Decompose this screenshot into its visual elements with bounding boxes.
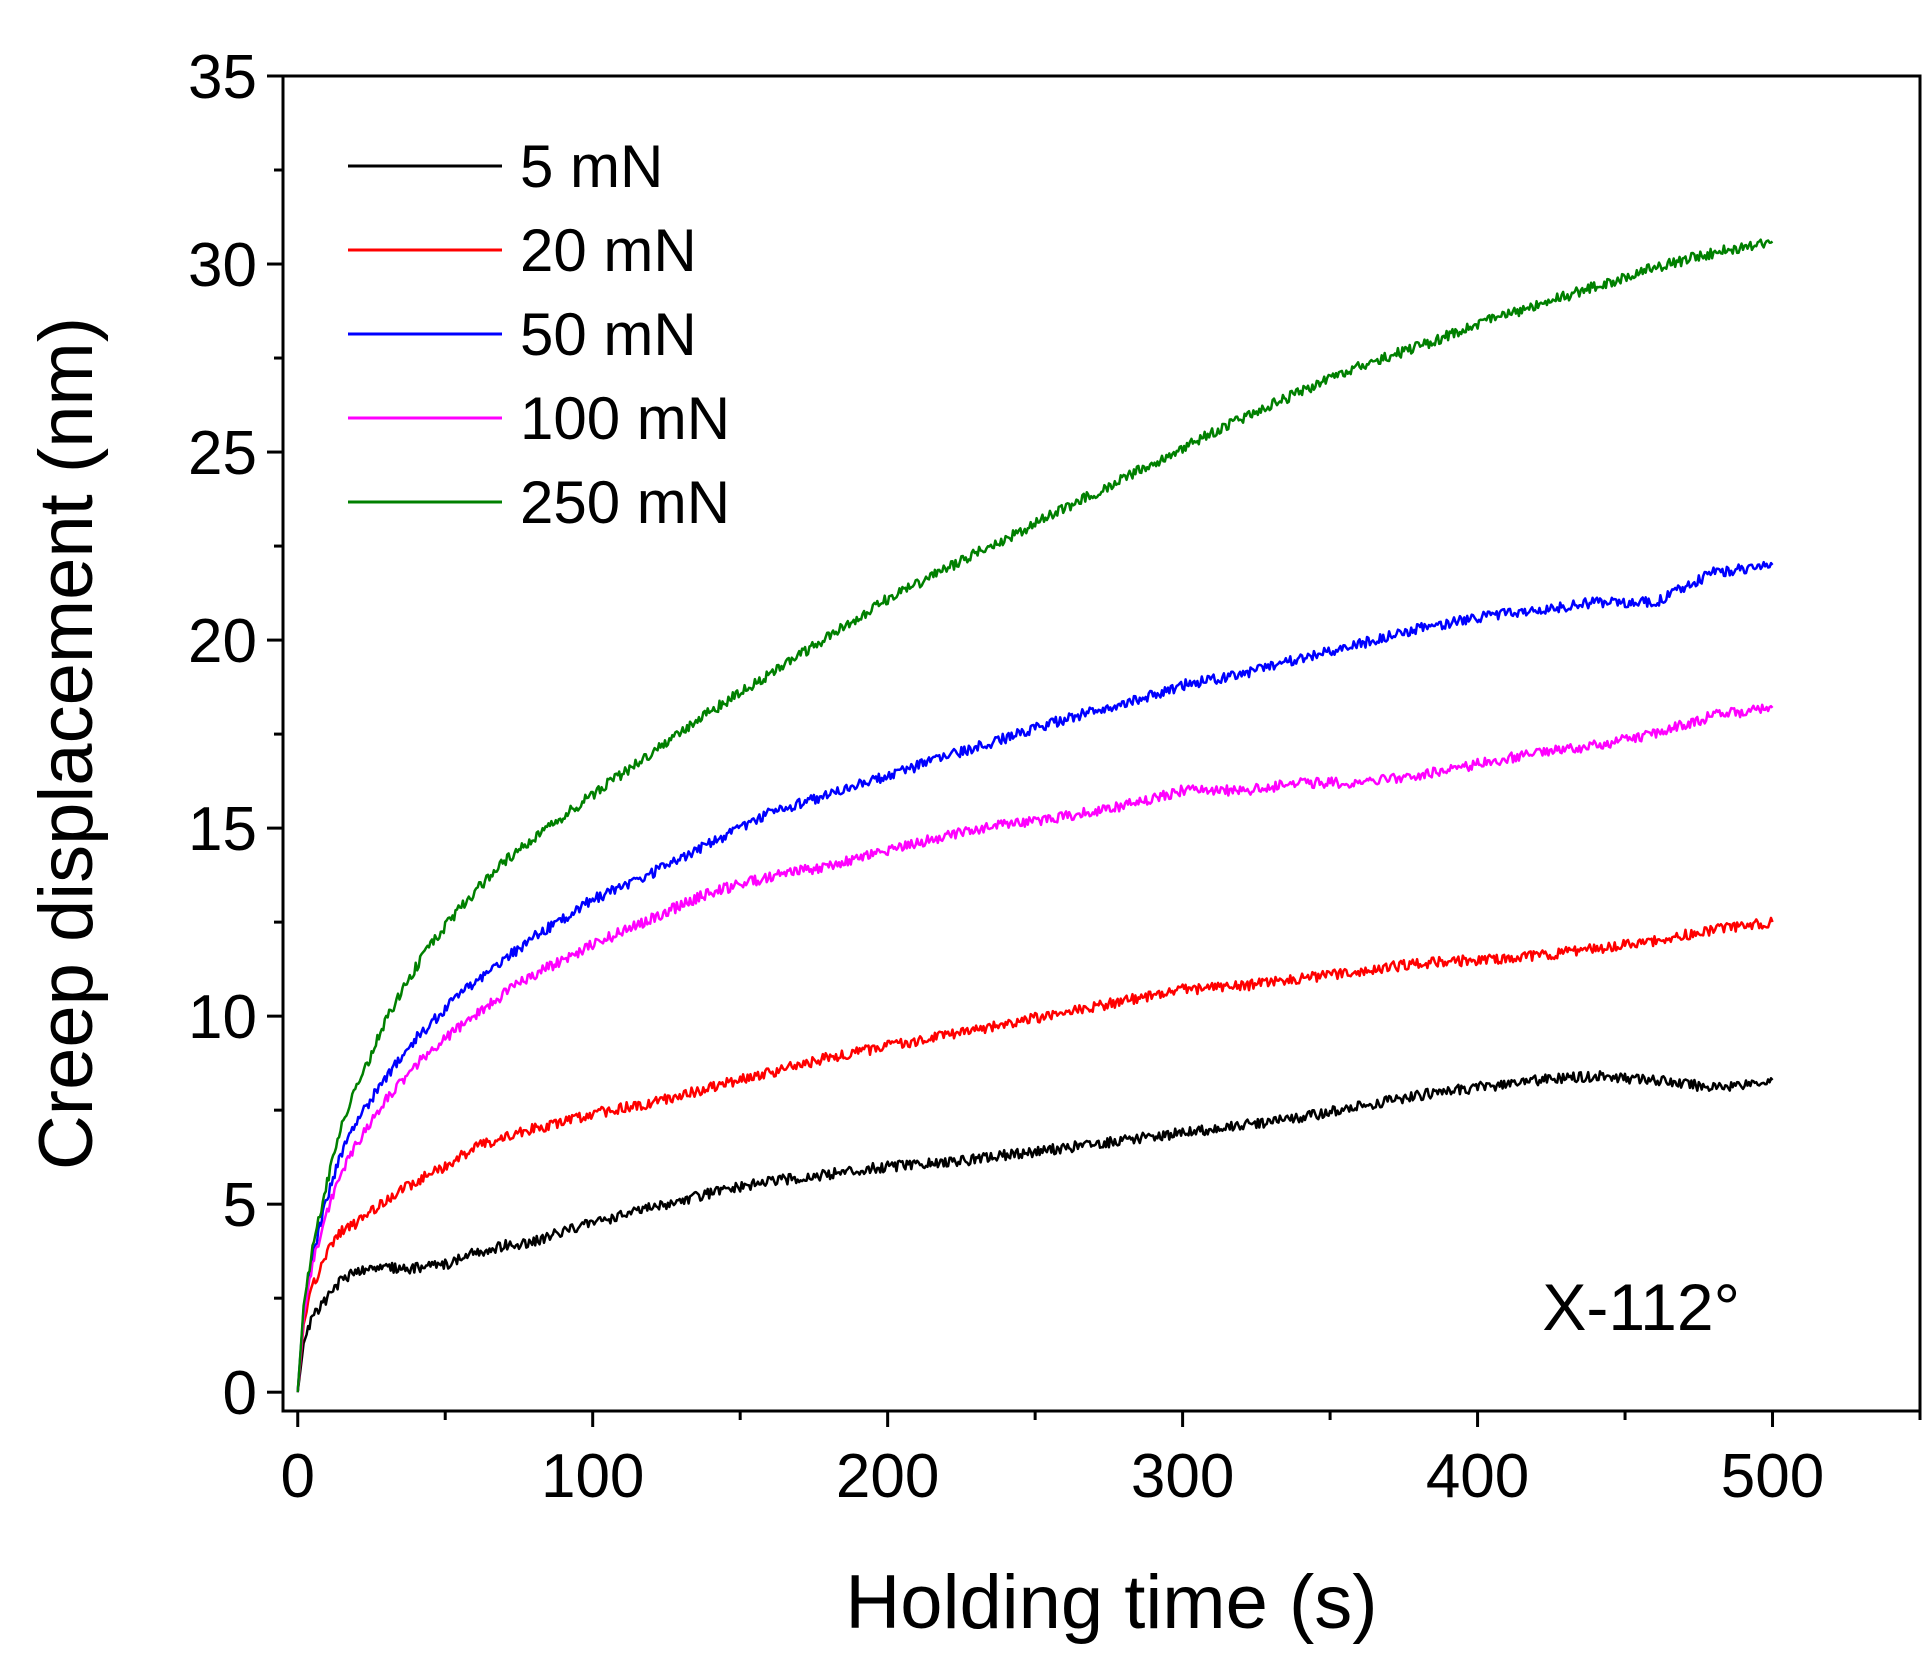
y-tick-label: 10 xyxy=(188,983,257,1052)
legend-label: 100 mN xyxy=(520,385,730,452)
x-tick-label: 300 xyxy=(1131,1442,1234,1511)
series-layer xyxy=(296,238,1774,1393)
legend-label: 5 mN xyxy=(520,133,663,200)
ticks-layer: 0 100 200 300 400 500 0 5 10 15 20 25 30 35 xyxy=(188,43,1922,1511)
y-tick-label: 20 xyxy=(188,607,257,676)
x-axis-title: Holding time (s) xyxy=(845,1560,1377,1645)
x-tick-label: 0 xyxy=(281,1442,315,1511)
x-tick-label: 100 xyxy=(541,1442,644,1511)
y-tick-label: 35 xyxy=(188,43,257,112)
legend: 5 mN 20 mN 50 mN 100 mN 250 mN xyxy=(348,133,730,536)
legend-label: 250 mN xyxy=(520,469,730,536)
legend-label: 50 mN xyxy=(520,301,697,368)
series-line-50-mn xyxy=(296,560,1774,1393)
series-line-100-mn xyxy=(296,703,1774,1393)
y-tick-label: 25 xyxy=(188,419,257,488)
x-tick-label: 500 xyxy=(1721,1442,1824,1511)
plot-frame xyxy=(281,74,1922,1413)
y-tick-label: 5 xyxy=(223,1171,257,1240)
x-tick-label: 400 xyxy=(1426,1442,1529,1511)
series-line-250-mn xyxy=(296,238,1774,1393)
series-line-5-mn xyxy=(296,1070,1774,1393)
y-tick-label: 30 xyxy=(188,231,257,300)
x-tick-label: 200 xyxy=(836,1442,939,1511)
y-tick-label: 0 xyxy=(223,1359,257,1428)
y-tick-label: 15 xyxy=(188,795,257,864)
sample-annotation: X-112° xyxy=(1542,1270,1740,1344)
series-line-20-mn xyxy=(296,916,1774,1393)
y-axis-title: Creep displacement (nm) xyxy=(24,317,109,1170)
legend-label: 20 mN xyxy=(520,217,697,284)
